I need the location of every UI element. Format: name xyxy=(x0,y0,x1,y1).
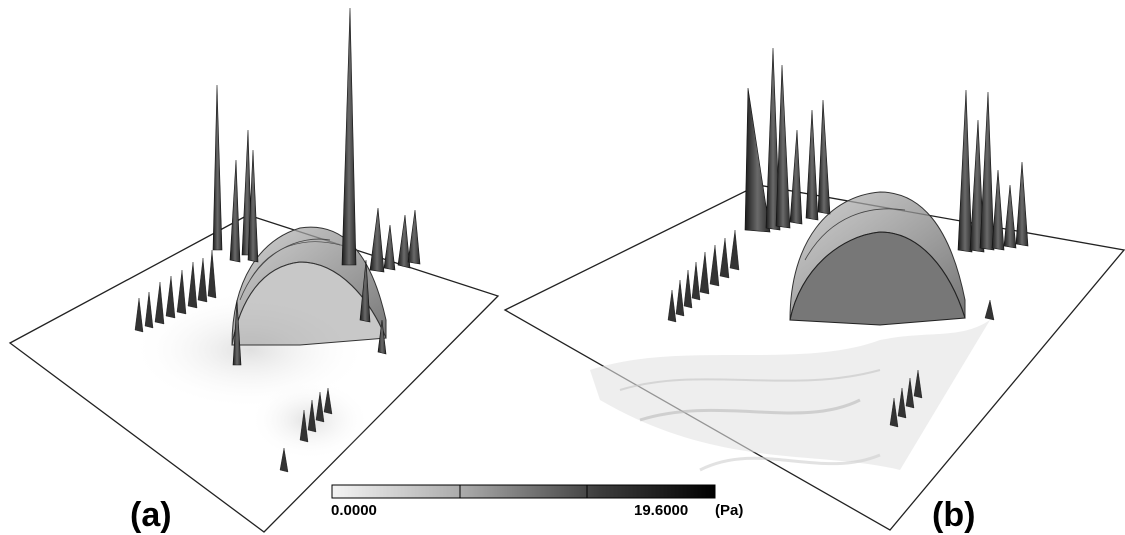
colorbar-min-label: 0.0000 xyxy=(331,502,377,519)
panel-a-pressure-peaks xyxy=(212,7,421,366)
panel-b-shading xyxy=(590,320,990,470)
panel-b-label: (b) xyxy=(932,496,976,534)
panel-b-dome xyxy=(789,191,966,326)
panel-b-pressure-peaks xyxy=(744,47,1029,253)
panel-a-peak-cluster xyxy=(134,249,333,473)
colorbar-gradient xyxy=(331,484,716,499)
colorbar-max-label: 19.6000 xyxy=(634,502,689,519)
panel-b-peak-cluster xyxy=(667,229,995,428)
colorbar-unit-label: (Pa) xyxy=(715,502,744,519)
panel-a-label: (a) xyxy=(130,496,172,534)
colorbar xyxy=(331,484,716,499)
panel-a-surface xyxy=(8,7,500,533)
panel-b-surface xyxy=(503,47,1125,531)
